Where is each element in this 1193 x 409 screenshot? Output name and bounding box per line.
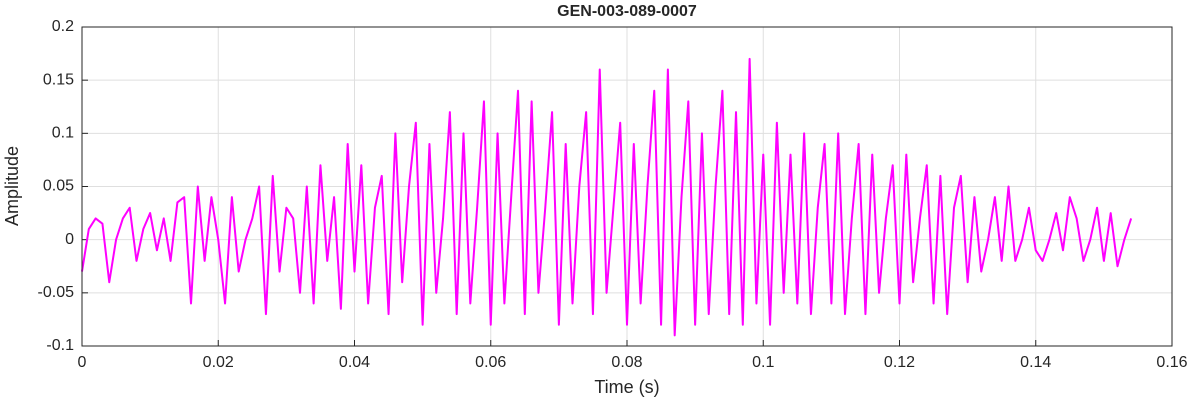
y-tick-label: 0 xyxy=(65,231,74,248)
plot-frame xyxy=(81,26,1173,347)
x-tick-label: 0.12 xyxy=(884,354,915,371)
chart-title: GEN-003-089-0007 xyxy=(557,3,697,20)
y-tick-label: 0.2 xyxy=(52,18,74,35)
x-tick-label: 0.1 xyxy=(752,354,774,371)
x-axis-label: Time (s) xyxy=(594,377,659,397)
y-tick-label: -0.1 xyxy=(46,337,74,354)
x-tick-label: 0.16 xyxy=(1156,354,1187,371)
x-tick-label: 0.06 xyxy=(475,354,506,371)
x-tick-label: 0.02 xyxy=(203,354,234,371)
signal-line xyxy=(81,57,1133,337)
y-axis-label: Amplitude xyxy=(2,146,22,226)
x-tick-label: 0.08 xyxy=(611,354,642,371)
y-tick-label: 0.1 xyxy=(52,125,74,142)
y-tick-label: 0.05 xyxy=(43,178,74,195)
x-tick-label: 0.14 xyxy=(1020,354,1051,371)
y-tick-label: -0.05 xyxy=(38,284,75,301)
x-tick-label: 0 xyxy=(78,354,87,371)
y-tick-label: 0.15 xyxy=(43,71,74,88)
x-tick-label: 0.04 xyxy=(339,354,370,371)
